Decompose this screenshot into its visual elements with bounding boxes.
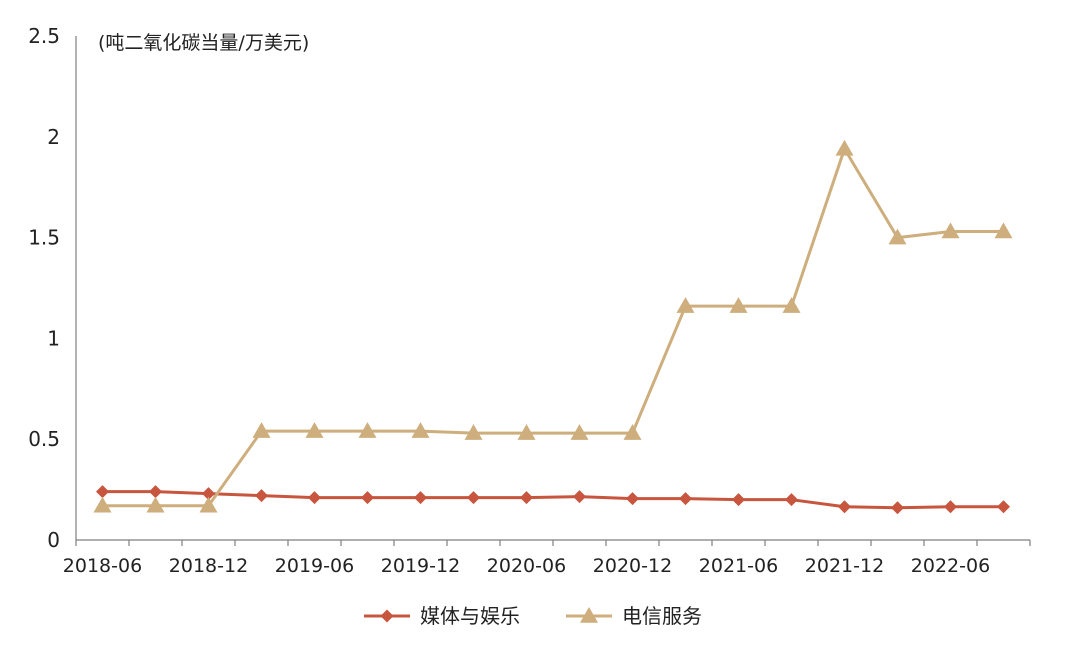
y-tick-label: 0	[47, 528, 60, 552]
data-point	[997, 500, 1010, 514]
x-tick-label: 2019-12	[381, 555, 460, 577]
data-point	[679, 492, 692, 506]
data-point	[835, 139, 854, 156]
data-point	[96, 485, 109, 499]
legend-marker	[580, 607, 598, 623]
y-tick-label: 0.5	[28, 427, 60, 451]
data-point	[676, 297, 695, 313]
data-point	[411, 422, 430, 438]
x-tick-label: 2022-06	[911, 555, 990, 577]
x-tick-label: 2020-06	[487, 555, 566, 577]
x-tick-label: 2018-06	[63, 555, 142, 577]
series-layer	[93, 139, 1013, 515]
x-tick-label: 2019-06	[275, 555, 354, 577]
axes	[75, 36, 1030, 541]
data-point	[623, 424, 642, 440]
data-point	[464, 424, 483, 440]
data-point	[202, 487, 215, 501]
data-point	[941, 222, 960, 239]
data-point	[305, 422, 324, 438]
data-point	[358, 422, 377, 438]
data-point	[891, 501, 904, 515]
data-point	[517, 424, 536, 440]
x-tick-label: 2021-12	[805, 555, 884, 577]
data-point	[785, 493, 798, 507]
unit-label: (吨二氧化碳当量/万美元)	[98, 32, 309, 54]
series-line	[102, 147, 1004, 508]
data-point	[570, 424, 589, 440]
data-point	[520, 491, 533, 505]
data-point	[573, 490, 586, 504]
data-point	[308, 491, 321, 505]
x-tick-label: 2021-06	[699, 555, 778, 577]
y-tick-label: 2	[47, 125, 60, 149]
legend-label: 电信服务	[622, 604, 702, 628]
data-point	[146, 496, 165, 513]
data-point	[252, 422, 271, 438]
data-point	[888, 228, 907, 245]
legend-item: 电信服务	[566, 604, 702, 628]
legend-label: 媒体与娱乐	[420, 604, 520, 628]
y-tick-label: 2.5	[28, 24, 60, 48]
data-point	[93, 496, 112, 513]
data-point	[944, 500, 957, 514]
data-point	[149, 485, 162, 499]
legend-marker	[380, 609, 394, 623]
y-tick-label: 1	[47, 326, 60, 350]
data-point	[729, 297, 748, 313]
y-ticks: 0 0.5 1 1.5 2 2.5	[28, 24, 60, 552]
data-point	[782, 297, 801, 313]
data-point	[199, 496, 218, 513]
series-telecom-services	[93, 139, 1013, 513]
legend-item: 媒体与娱乐	[364, 604, 520, 628]
data-point	[732, 493, 745, 507]
data-point	[467, 491, 480, 505]
data-point	[994, 222, 1013, 239]
x-tick-label: 2020-12	[593, 555, 672, 577]
series-media-entertainment	[96, 485, 1010, 515]
data-point	[838, 500, 851, 514]
data-point	[626, 492, 639, 506]
x-tick-label: 2018-12	[169, 555, 248, 577]
data-point	[255, 489, 268, 503]
series-line	[102, 490, 1004, 510]
legend: 媒体与娱乐 电信服务	[364, 604, 702, 628]
data-point	[361, 491, 374, 505]
data-point	[414, 491, 427, 505]
x-ticks: 2018-06 2018-12 2019-06 2019-12 2020-06 2020-…	[63, 540, 1031, 577]
y-tick-label: 1.5	[28, 226, 60, 250]
